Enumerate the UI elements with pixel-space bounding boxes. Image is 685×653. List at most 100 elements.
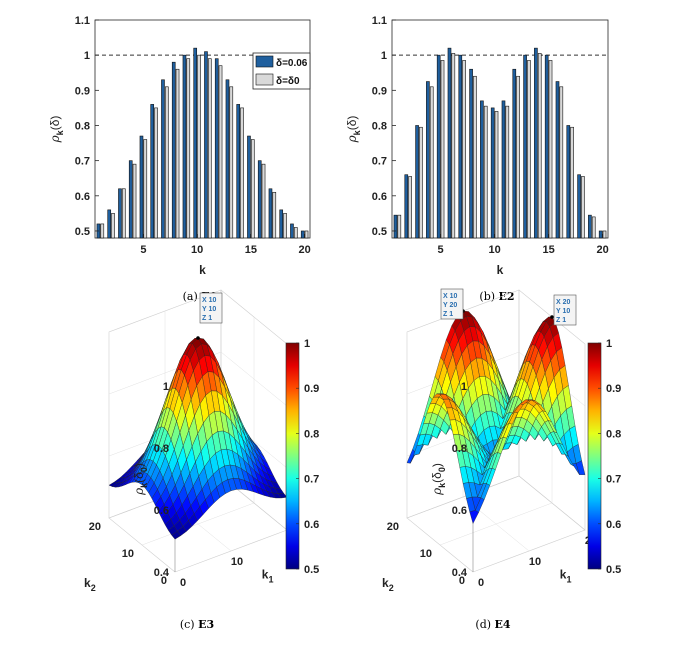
e1-bar-s1-k3 xyxy=(118,188,122,239)
e2-bar-s1-k6 xyxy=(447,47,452,239)
e3-caption: (c) E3 xyxy=(180,618,214,631)
e4-k2-tick-label: 20 xyxy=(387,521,399,533)
e1-ytick-label: 0.9 xyxy=(75,85,90,97)
e4-k1-tick-label: 0 xyxy=(478,577,484,589)
e1-ylabel: ρk(δ) xyxy=(48,116,65,144)
e1-bar-s2-k13 xyxy=(229,86,234,239)
e1-bar-s1-k7 xyxy=(161,79,165,239)
e3-datatip-line: X 10 xyxy=(202,297,217,304)
e3-ztick-label: 0.8 xyxy=(154,443,169,455)
e1-bar-s1-k9 xyxy=(182,54,187,239)
e2-bar-s1-k4 xyxy=(426,81,430,239)
e3-k1-tick-label: 10 xyxy=(231,556,243,568)
e2-xtick-label: 15 xyxy=(542,244,554,256)
e4-plot-area: 0.40.60.811020001020k1k2ρk(δ0)X 10Y 20Z … xyxy=(382,288,621,593)
e2-bar-s2-k3 xyxy=(419,126,423,239)
e2-bar-s1-k11 xyxy=(501,100,506,239)
e2-bar-s1-k15 xyxy=(544,54,549,239)
e1-bar-s1-k6 xyxy=(150,104,155,239)
e2-ylabel: ρk(δ) xyxy=(345,116,362,144)
e3-colorbar-label: 0.8 xyxy=(304,428,319,440)
e1-bar-s2-k20 xyxy=(304,230,309,239)
e2-bar-s2-k2 xyxy=(408,176,412,239)
e1-bar-s2-k1 xyxy=(100,223,105,239)
e2-bar-s2-k10 xyxy=(494,111,499,239)
e4-datatip-line: Y 20 xyxy=(443,302,457,309)
e4-k1-tick-label: 10 xyxy=(529,556,541,568)
e2-bar-s2-k1 xyxy=(397,214,402,239)
e1-bar-s2-k9 xyxy=(186,58,191,239)
e1-bar-s1-k15 xyxy=(247,135,251,239)
e2-xlabel: k xyxy=(497,263,504,277)
e4-datatip-line: Z 1 xyxy=(556,317,566,324)
e4-datatip-line: X 10 xyxy=(443,293,458,300)
e1-bar-s2-k18 xyxy=(283,213,287,239)
e2-ytick-label: 0.8 xyxy=(372,120,387,132)
e2-plot-area: 0.5 0.6 0.7 0.8 0.9 1 1.1 5 10 15 20 k ρk(δ) xyxy=(345,15,609,277)
e4-colorbar xyxy=(587,342,602,570)
e4-datatip-line: Z 1 xyxy=(443,311,453,318)
e2-bar-s1-k19 xyxy=(588,214,592,239)
e2-bar-s1-k13 xyxy=(523,54,527,239)
e4-colorbar-label: 0.5 xyxy=(606,564,621,576)
e1-bar-s2-k4 xyxy=(132,163,137,239)
e1-xtick-label: 10 xyxy=(191,244,203,256)
e4-datatip-box xyxy=(553,294,577,326)
e3-colorbar-label: 0.5 xyxy=(304,564,319,576)
e1-bar-s1-k8 xyxy=(171,61,176,239)
e2-bar-s2-k9 xyxy=(483,105,488,239)
e3-colorbar-label: 0.9 xyxy=(304,383,319,395)
e1-bar-s2-k15 xyxy=(250,139,255,239)
e1-bar-s1-k18 xyxy=(279,209,284,239)
e2-bar-s2-k19 xyxy=(591,216,596,239)
e1-bar-s2-k11 xyxy=(207,58,212,239)
e2-xtick-label: 20 xyxy=(596,244,608,256)
e4-ztick-label: 0.8 xyxy=(452,443,467,455)
e1-bar-s2-k8 xyxy=(175,68,180,239)
e3-grid-line xyxy=(108,351,288,407)
e2-bar-s2-k8 xyxy=(473,75,477,239)
e1-legend-swatch xyxy=(255,73,274,86)
e1-bar-s1-k19 xyxy=(290,223,294,239)
e2-bar-s2-k6 xyxy=(451,53,456,239)
e2-bar-s1-k8 xyxy=(469,68,473,239)
e2-bar-s1-k2 xyxy=(404,174,409,239)
e1-bar-s2-k12 xyxy=(218,65,223,239)
e1-bar-s1-k20 xyxy=(300,230,305,239)
e2-ytick-label: 1 xyxy=(381,50,387,62)
e4-ztick-label: 1 xyxy=(461,381,467,393)
e2-ytick-label: 0.5 xyxy=(372,226,387,238)
e1-legend-label: δ=0.06 xyxy=(276,58,308,69)
chart-e1: 0.5 0.6 0.7 0.8 0.9 1 1.1 5 10 15 20 k ρk(δ) δ=0.06 δ=… xyxy=(48,15,311,303)
e2-ytick-label: 1.1 xyxy=(372,15,387,27)
e1-bar-s1-k4 xyxy=(128,160,133,239)
e1-bar-s1-k5 xyxy=(139,135,144,239)
e1-plot-area: 0.5 0.6 0.7 0.8 0.9 1 1.1 5 10 15 20 k ρk(δ) δ=0.06 δ=… xyxy=(48,15,311,277)
e1-bar-s1-k16 xyxy=(257,160,262,239)
e3-k2-tick-label: 10 xyxy=(122,548,134,560)
e3-datatip-marker xyxy=(196,336,200,340)
e2-xtick-label: 5 xyxy=(438,244,444,256)
e1-ytick-label: 0.5 xyxy=(75,226,90,238)
e1-bar-s1-k12 xyxy=(214,58,219,239)
e3-colorbar-label: 1 xyxy=(304,338,310,350)
e2-bar-s1-k7 xyxy=(458,54,463,239)
e3-colorbar-label: 0.6 xyxy=(304,519,319,531)
e3-k1-tick-label: 0 xyxy=(180,577,186,589)
e2-bar-s1-k3 xyxy=(415,125,419,239)
e4-colorbar-label: 0.7 xyxy=(606,474,621,486)
e1-bar-s2-k5 xyxy=(143,139,148,239)
e1-bar-s2-k16 xyxy=(261,163,266,239)
e1-bar-s1-k14 xyxy=(236,104,241,239)
e4-colorbar-label: 1 xyxy=(606,338,612,350)
e2-bar-s1-k16 xyxy=(555,81,560,239)
e2-bar-s2-k17 xyxy=(570,126,574,239)
e2-bar-s1-k12 xyxy=(512,68,517,239)
e3-datatip-line: Y 10 xyxy=(202,306,216,313)
e2-bar-s2-k14 xyxy=(537,53,542,239)
e2-bar-s1-k20 xyxy=(598,230,603,239)
e3-k2-tick-label: 20 xyxy=(89,521,101,533)
e2-bar-s2-k20 xyxy=(602,230,607,239)
e1-bar-s1-k10 xyxy=(193,47,198,239)
